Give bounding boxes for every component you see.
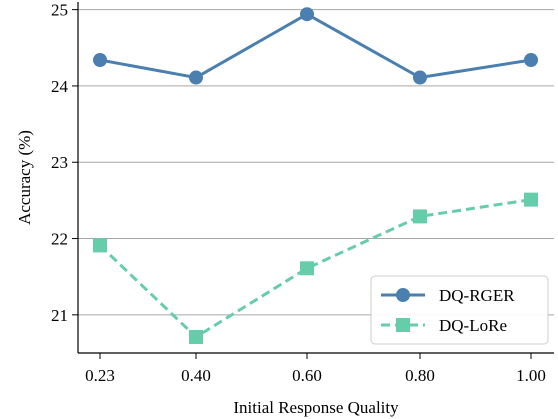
series-dq-lore — [93, 192, 538, 344]
x-tick-label: 0.23 — [85, 366, 115, 385]
x-axis-title: Initial Response Quality — [233, 398, 399, 417]
x-tick-label: 0.60 — [292, 366, 322, 385]
y-tick-label: 21 — [51, 306, 68, 325]
data-point — [300, 261, 314, 276]
data-point — [524, 52, 538, 67]
legend-label: DQ-RGER — [439, 286, 515, 305]
y-tick-label: 22 — [51, 230, 68, 249]
x-tick-label: 0.80 — [405, 366, 435, 385]
data-point — [300, 7, 314, 22]
series-dq-rger — [93, 7, 538, 85]
y-tick-label: 25 — [51, 1, 68, 20]
data-point — [93, 238, 107, 253]
gridlines — [78, 9, 554, 316]
data-point — [189, 329, 203, 344]
data-point — [413, 209, 427, 224]
x-tick-label: 0.40 — [181, 366, 211, 385]
legend-marker — [396, 288, 410, 302]
x-tick-label: 1.00 — [516, 366, 546, 385]
data-point — [413, 70, 427, 85]
legend-marker — [396, 318, 410, 332]
legend-label: DQ-LoRe — [439, 316, 507, 335]
series-line — [98, 198, 532, 339]
legend-box — [370, 275, 549, 345]
y-tick-label: 23 — [51, 153, 68, 172]
legend: DQ-RGER DQ-LoRe — [370, 275, 549, 345]
data-point — [93, 52, 107, 67]
y-tick-label: 24 — [51, 77, 69, 96]
y-axis-title: Accuracy (%) — [15, 130, 34, 225]
series-line — [99, 12, 532, 80]
series — [93, 7, 538, 344]
data-point — [189, 70, 203, 85]
axes: 21 22 23 24 25 0.23 0.40 0.60 0.80 1.00 — [51, 1, 554, 385]
data-point — [524, 192, 538, 207]
